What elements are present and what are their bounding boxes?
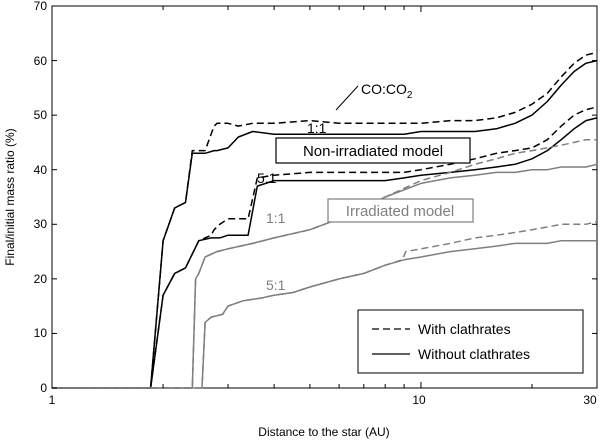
x-tick-label: 30: [583, 393, 597, 407]
non-irradiated-model-label: Non-irradiated model: [303, 143, 443, 160]
series-line-non-irradiated-5to1-without-clathrates: [52, 117, 598, 389]
co-co2-label: CO:CO2: [361, 81, 413, 101]
irradiated-model-label: Irradiated model: [346, 203, 454, 220]
series-line-non-irradiated-5to1-with-clathrates: [52, 106, 598, 389]
irradiated-5to1-label: 5:1: [266, 277, 286, 293]
legend: With clathrates Without clathrates: [357, 309, 584, 374]
legend-box: [357, 309, 584, 374]
y-axis-label: Final/initial mass ratio (%): [3, 128, 17, 265]
x-axis-label: Distance to the star (AU): [258, 425, 389, 439]
x-tick-label: 1: [49, 393, 56, 407]
non-irradiated-model-box: Non-irradiated model: [275, 137, 471, 164]
irradiated-model-box: Irradiated model: [327, 198, 474, 223]
non-irradiated-5to1-label: 5:1: [257, 170, 277, 186]
series-line-irradiated-5to1-without-clathrates: [52, 239, 597, 389]
non-irradiated-1to1-label: 1:1: [307, 120, 327, 136]
tick-layer: [51, 5, 598, 389]
y-tick-label: 30: [34, 217, 48, 231]
y-tick-label: 0: [40, 381, 47, 395]
series-line-non-irradiated-1to1-without-clathrates: [52, 59, 598, 389]
x-tick-label: 10: [412, 393, 426, 407]
legend-without-clathrates: Without clathrates: [418, 346, 530, 362]
co-co2-pointer-line: [335, 85, 359, 111]
y-tick-label: 10: [34, 326, 48, 340]
y-tick-label: 70: [34, 0, 48, 13]
y-tick-label: 20: [34, 272, 48, 286]
legend-with-clathrates: With clathrates: [418, 321, 511, 337]
series-line-non-irradiated-1to1-with-clathrates: [52, 51, 598, 389]
irradiated-1to1-label: 1:1: [266, 210, 286, 226]
plot-frame: [51, 5, 598, 389]
y-tick-label: 60: [34, 54, 48, 68]
y-tick-label: 40: [34, 163, 48, 177]
y-tick-label: 50: [34, 108, 48, 122]
